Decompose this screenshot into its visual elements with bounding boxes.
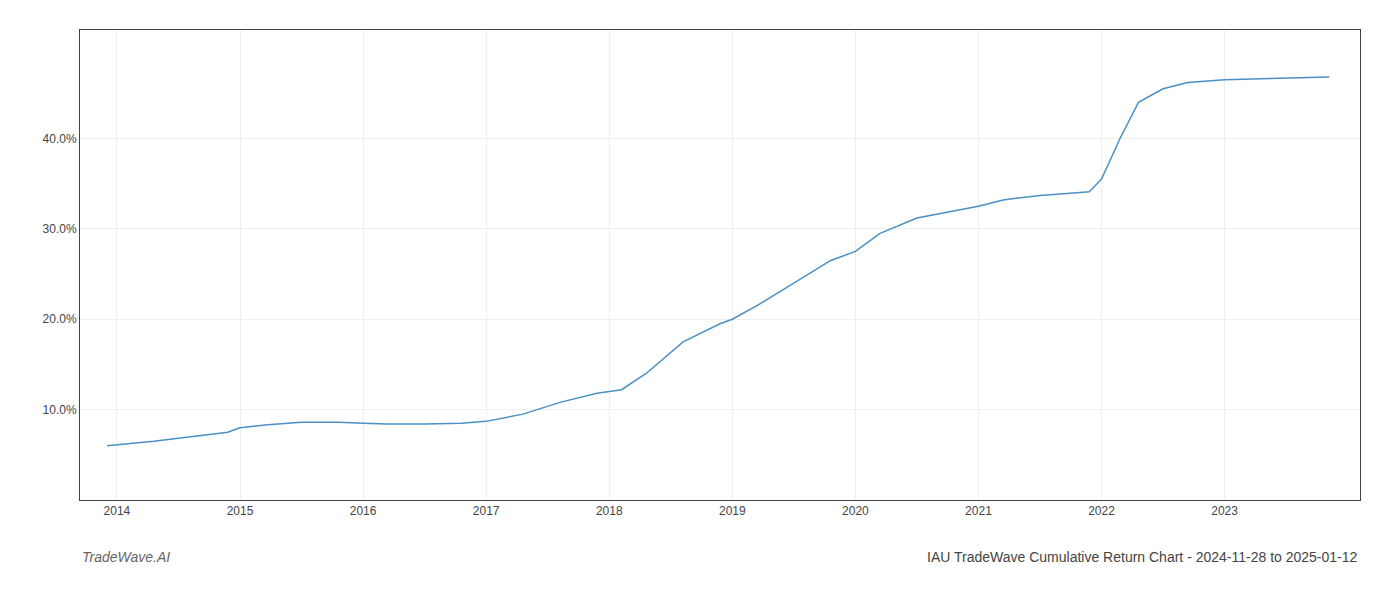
svg-text:40.0%: 40.0% [43,132,77,146]
svg-text:30.0%: 30.0% [43,222,77,236]
svg-text:TradeWave.AI: TradeWave.AI [82,549,170,565]
svg-text:2021: 2021 [965,504,992,518]
svg-text:2020: 2020 [842,504,869,518]
svg-text:10.0%: 10.0% [43,403,77,417]
svg-text:2022: 2022 [1088,504,1115,518]
svg-text:2015: 2015 [227,504,254,518]
svg-text:2014: 2014 [104,504,131,518]
svg-text:20.0%: 20.0% [43,312,77,326]
svg-text:2019: 2019 [719,504,746,518]
svg-text:2016: 2016 [350,504,377,518]
svg-text:2018: 2018 [596,504,623,518]
svg-text:2017: 2017 [473,504,500,518]
svg-text:IAU TradeWave Cumulative Retur: IAU TradeWave Cumulative Return Chart - … [927,549,1358,565]
svg-text:2023: 2023 [1211,504,1238,518]
